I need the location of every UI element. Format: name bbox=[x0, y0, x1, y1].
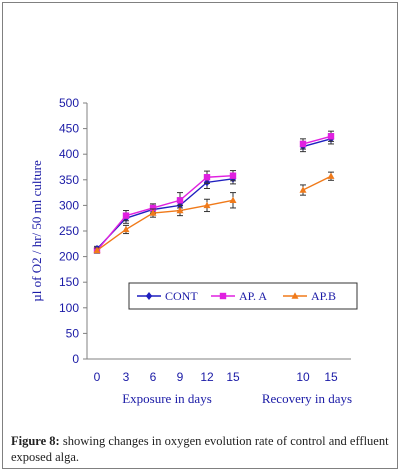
x-tick-label: 9 bbox=[177, 370, 184, 384]
series-line-ap-b bbox=[302, 175, 332, 191]
legend-box bbox=[128, 282, 358, 310]
y-tick-label: 500 bbox=[59, 96, 79, 110]
series-line-ap-b bbox=[96, 199, 234, 252]
point-ap-a bbox=[176, 197, 184, 204]
point-ap-b bbox=[122, 225, 130, 233]
caption-text: showing changes in oxygen evolution rate… bbox=[11, 434, 389, 464]
legend-marker-cont bbox=[145, 292, 153, 300]
point-ap-b bbox=[203, 201, 211, 209]
x-group-label-recovery: Recovery in days bbox=[262, 391, 352, 406]
point-ap-b bbox=[93, 246, 101, 254]
point-ap-b bbox=[299, 186, 307, 193]
line-chart: 0 50 100 150 200 250 300 350 400 450 500 0 3 6 9 12 15 10… bbox=[29, 96, 358, 406]
figure-caption: Figure 8: showing changes in oxygen evol… bbox=[11, 433, 395, 465]
point-ap-b bbox=[176, 206, 184, 214]
series-line-cont bbox=[302, 138, 332, 148]
point-ap-a bbox=[327, 133, 335, 140]
point-ap-b bbox=[327, 172, 335, 179]
y-tick-label: 400 bbox=[59, 147, 79, 161]
x-tick-label: 15 bbox=[324, 370, 338, 384]
point-ap-a bbox=[203, 174, 211, 181]
point-ap-a bbox=[122, 212, 130, 219]
point-ap-b bbox=[229, 196, 237, 203]
point-ap-a bbox=[299, 140, 307, 148]
point-ap-a bbox=[229, 172, 237, 179]
legend-marker-ap-a bbox=[219, 292, 227, 300]
y-tick-label: 50 bbox=[66, 326, 80, 340]
legend-label-ap-a: AP. A bbox=[239, 289, 267, 303]
legend-label-ap-b: AP.B bbox=[311, 289, 336, 303]
y-tick-label: 0 bbox=[72, 352, 79, 366]
y-tick-label: 300 bbox=[59, 198, 79, 212]
series-line-cont bbox=[96, 178, 234, 250]
y-tick-label: 150 bbox=[59, 275, 79, 289]
x-tick-label: 3 bbox=[123, 370, 130, 384]
y-tick-label: 450 bbox=[59, 122, 79, 136]
x-tick-label: 0 bbox=[94, 370, 101, 384]
y-tick-label: 350 bbox=[59, 173, 79, 187]
x-tick-label: 10 bbox=[296, 370, 310, 384]
point-ap-a bbox=[149, 204, 157, 212]
figure-frame: 0 50 100 150 200 250 300 350 400 450 500 0 3 6 9 12 15 10… bbox=[2, 2, 398, 469]
legend-marker-ap-b bbox=[291, 292, 299, 299]
series-line-ap-a bbox=[96, 175, 234, 251]
chart-panel: 0 50 100 150 200 250 300 350 400 450 500 0 3 6 9 12 15 10… bbox=[11, 11, 395, 421]
x-tick-label: 6 bbox=[150, 370, 157, 384]
x-group-label-exposure: Exposure in days bbox=[122, 391, 212, 406]
legend-label-cont: CONT bbox=[165, 289, 198, 303]
caption-label: Figure 8: bbox=[11, 434, 60, 448]
y-tick-label: 200 bbox=[59, 250, 79, 264]
x-tick-label: 12 bbox=[200, 370, 214, 384]
y-axis-title: µl of O2 / hr/ 50 ml culture bbox=[29, 160, 44, 302]
x-tick-label: 15 bbox=[226, 370, 240, 384]
y-tick-label: 250 bbox=[59, 224, 79, 238]
point-ap-b bbox=[149, 209, 157, 216]
y-tick-label: 100 bbox=[59, 301, 79, 315]
series-line-ap-a bbox=[302, 135, 332, 145]
